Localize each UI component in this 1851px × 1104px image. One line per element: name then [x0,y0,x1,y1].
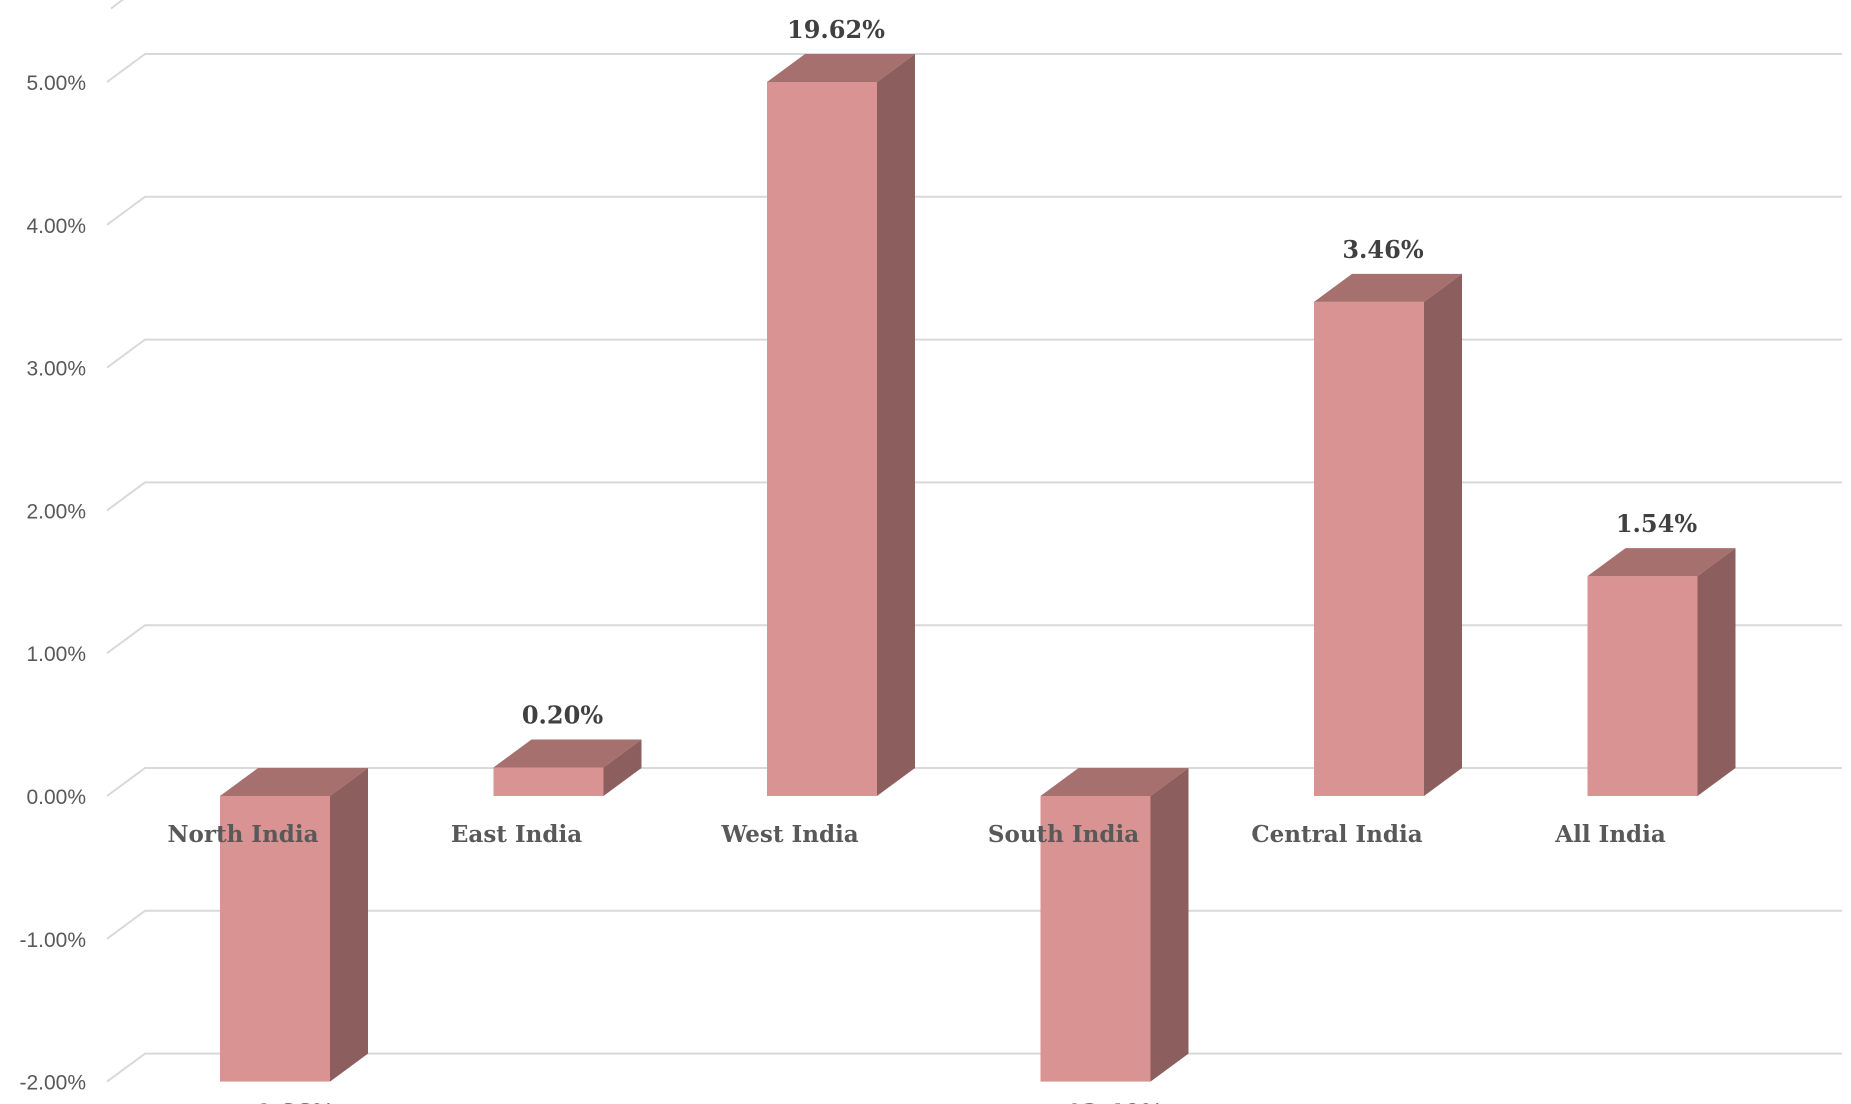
y-tick-label: 2.00% [26,500,86,523]
bar-front [1040,796,1151,1082]
bar-front [493,767,604,796]
y-tick-label: -2.00% [19,1072,86,1095]
gridline [106,53,1842,83]
bar-top [220,768,368,796]
category-label: Central India [1251,821,1422,848]
gridline [106,1052,1842,1083]
bar-side [1150,768,1189,1082]
data-label: 3.46% [1342,235,1423,264]
gridline [110,0,124,10]
bar-side [603,739,642,796]
bar-top [493,739,642,768]
bar-front [220,796,330,1082]
bar-side [330,768,368,1082]
data-label: 19.62% [787,15,885,44]
y-tick-label: 1.00% [26,643,86,666]
bars [220,54,1736,1082]
category-label: West India [720,821,858,848]
y-tick-label: -1.00% [19,929,86,952]
gridlines [106,0,1842,1083]
y-tick-label: 4.00% [26,215,86,238]
bar-front [767,82,877,796]
data-label: -4.66% [243,1099,334,1104]
category-label: East India [451,821,582,848]
y-axis-ticks: -2.00% -1.00% 0.00% 1.00% 2.00% 3.00% 4.00% 5.0… [19,72,86,1095]
data-label: -12.40% [1056,1099,1164,1104]
category-label: All India [1554,821,1666,848]
y-tick-label: 0.00% [26,786,86,809]
y-tick-label: 5.00% [26,72,86,95]
bar-side [877,54,915,796]
bar-top [1314,273,1462,302]
gridline [106,195,1842,226]
gridline [106,767,1842,797]
bar-top [1587,548,1736,577]
bar-front [1314,301,1424,796]
y-tick-label: 3.00% [26,358,86,381]
gridline [106,338,1842,369]
bar-top [767,54,915,82]
bar-top [1040,768,1189,796]
data-label: 0.20% [522,700,603,729]
bar-side [1424,273,1462,796]
data-labels: -4.66% 0.20% 19.62% -12.40% 3.46% 1.54% [243,15,1697,1104]
gridline [106,481,1842,512]
category-label: North India [167,821,318,848]
gridline [106,909,1842,940]
category-label: South India [988,821,1139,848]
gridline [106,624,1842,655]
bar-side [1697,548,1736,796]
category-labels: North India East India West India South Ind… [167,821,1665,848]
data-label: 1.54% [1616,509,1697,538]
bar-front [1587,576,1698,796]
